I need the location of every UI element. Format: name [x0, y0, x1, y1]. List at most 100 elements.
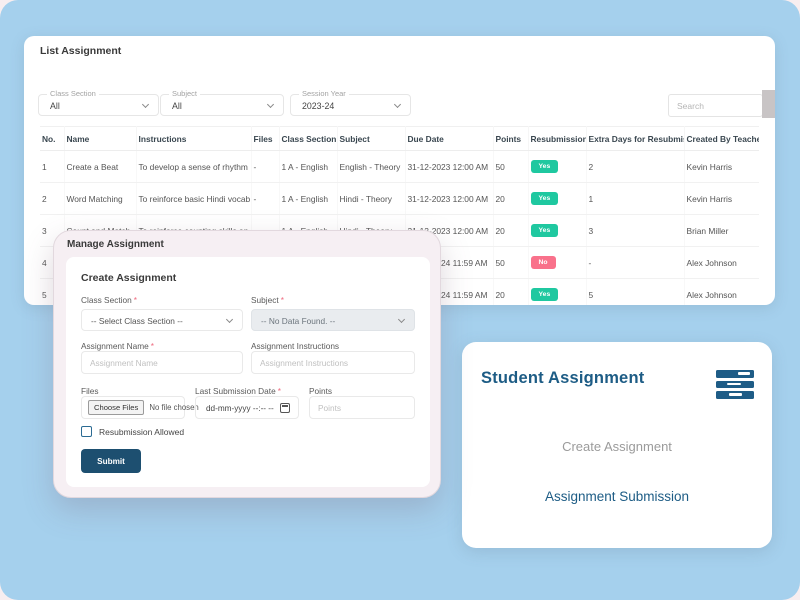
column-header: Points: [493, 126, 529, 151]
assignment-instructions-label: Assignment Instructions: [251, 341, 340, 351]
cell-name: Create a Beat: [64, 150, 137, 183]
student-assignment-title: Student Assignment: [481, 369, 645, 387]
column-header: Resubmission: [528, 126, 587, 151]
chevron-down-icon: [393, 100, 402, 109]
cell-resubmission: No: [528, 246, 587, 279]
chevron-down-icon: [141, 100, 150, 109]
filter-value: All: [172, 101, 182, 111]
cell-extra_days: 5: [586, 278, 685, 305]
resubmission-badge: Yes: [530, 160, 559, 173]
column-header: Instructions: [136, 126, 252, 151]
table-row: 1 Create a Beat To develop a sense of rhyt…: [40, 150, 759, 183]
resubmission-badge: No: [530, 256, 556, 269]
file-upload-field: Choose Files No file chosen: [81, 396, 199, 419]
cell-class_section: 1 A - English: [279, 182, 338, 215]
choose-files-button[interactable]: Choose Files: [88, 400, 145, 415]
required-marker: *: [150, 341, 155, 351]
submit-button[interactable]: Submit: [81, 449, 141, 473]
toolbar-button-partial[interactable]: [762, 90, 775, 118]
cell-subject: English - Theory: [337, 150, 406, 183]
cell-no: 2: [40, 182, 65, 215]
cell-name: Word Matching: [64, 182, 137, 215]
column-header: Due Date: [405, 126, 494, 151]
subject-select[interactable]: -- No Data Found. --: [251, 309, 415, 331]
last-submission-date-input[interactable]: dd-mm-yyyy --:-- --: [195, 396, 299, 419]
assignment-instructions-input[interactable]: [251, 351, 415, 374]
required-marker: *: [277, 386, 281, 396]
assignment-name-input[interactable]: [81, 351, 243, 374]
session-year-filter[interactable]: Session Year 2023-24: [290, 89, 411, 116]
filter-value: All: [50, 101, 60, 111]
column-header: Name: [64, 126, 137, 151]
student-assignment-card: Student Assignment Create Assignment Ass…: [462, 342, 772, 548]
points-label: Points: [309, 386, 333, 396]
cell-files: -: [251, 150, 280, 183]
column-header: Class Section: [279, 126, 338, 151]
menu-item-create-assignment[interactable]: Create Assignment: [562, 439, 672, 454]
list-assignment-title: List Assignment: [40, 45, 122, 57]
assignment-name-label: Assignment Name *: [81, 341, 155, 351]
cell-teacher: Kevin Harris: [684, 182, 759, 215]
chevron-down-icon: [225, 315, 234, 324]
cell-points: 20: [493, 214, 529, 247]
bar-icon-row: [716, 380, 754, 388]
cell-points: 20: [493, 182, 529, 215]
search-input[interactable]: [668, 94, 763, 117]
column-header: Files: [251, 126, 280, 151]
column-header: Subject: [337, 126, 406, 151]
cell-teacher: Brian Miller: [684, 214, 759, 247]
class-section-filter[interactable]: Class Section All: [38, 89, 159, 116]
chevron-down-icon: [397, 315, 406, 324]
column-header: Extra Days for Resubmission: [586, 126, 685, 151]
calendar-icon[interactable]: [280, 403, 290, 413]
subject-filter[interactable]: Subject All: [160, 89, 284, 116]
class-section-select[interactable]: -- Select Class Section --: [81, 309, 243, 331]
last-submission-date-label: Last Submission Date *: [195, 386, 281, 396]
cell-instructions: To develop a sense of rhythm ...: [136, 150, 252, 183]
filter-label: Session Year: [299, 89, 349, 98]
cell-resubmission: Yes: [528, 214, 587, 247]
resubmission-badge: Yes: [530, 288, 559, 301]
cell-extra_days: -: [586, 246, 685, 279]
cell-extra_days: 3: [586, 214, 685, 247]
required-marker: *: [133, 295, 137, 305]
menu-item-assignment-submission[interactable]: Assignment Submission: [544, 489, 690, 504]
cell-files: -: [251, 182, 280, 215]
bar-icon-row: [716, 391, 754, 399]
filter-label: Class Section: [47, 89, 99, 98]
cell-due_date: 31-12-2023 12:00 AM: [405, 182, 494, 215]
table-header-row: No. Name Instructions Files Class Section Sub…: [40, 126, 759, 151]
create-assignment-heading: Create Assignment: [81, 272, 177, 284]
cell-due_date: 31-12-2023 12:00 AM: [405, 150, 494, 183]
modal-title: Manage Assignment: [67, 239, 164, 250]
menu-bars-icon[interactable]: [716, 370, 754, 402]
cell-teacher: Alex Johnson: [684, 246, 759, 279]
cell-teacher: Alex Johnson: [684, 278, 759, 305]
cell-extra_days: 2: [586, 150, 685, 183]
cell-extra_days: 1: [586, 182, 685, 215]
subject-label: Subject *: [251, 295, 284, 305]
class-section-label: Class Section *: [81, 295, 137, 305]
cell-no: 3: [40, 214, 65, 247]
filter-value: 2023-24: [302, 101, 335, 111]
cell-no: 1: [40, 150, 65, 183]
chevron-down-icon: [266, 100, 275, 109]
resubmission-badge: Yes: [530, 224, 559, 237]
column-header: Created By Teacher: [684, 126, 759, 151]
table-row: 2 Word Matching To reinforce basic Hindi v…: [40, 182, 759, 215]
filter-label: Subject: [169, 89, 201, 98]
cell-resubmission: Yes: [528, 182, 587, 215]
file-chosen-text: No file chosen: [149, 403, 199, 412]
bar-icon-row: [716, 370, 754, 378]
cell-instructions: To reinforce basic Hindi vocab...: [136, 182, 252, 215]
resubmission-checkbox[interactable]: [81, 426, 92, 437]
cell-points: 50: [493, 150, 529, 183]
modal-body: Create Assignment Class Section * -- Sele…: [66, 257, 430, 487]
list-assignment-card: List Assignment Class Section All Subjec…: [24, 36, 775, 305]
cell-points: 50: [493, 246, 529, 279]
resubmission-allowed-label: Resubmission Allowed: [99, 427, 185, 437]
cell-subject: Hindi - Theory: [337, 182, 406, 215]
resubmission-badge: Yes: [530, 192, 559, 205]
cell-resubmission: Yes: [528, 278, 587, 305]
points-input[interactable]: [309, 396, 415, 419]
